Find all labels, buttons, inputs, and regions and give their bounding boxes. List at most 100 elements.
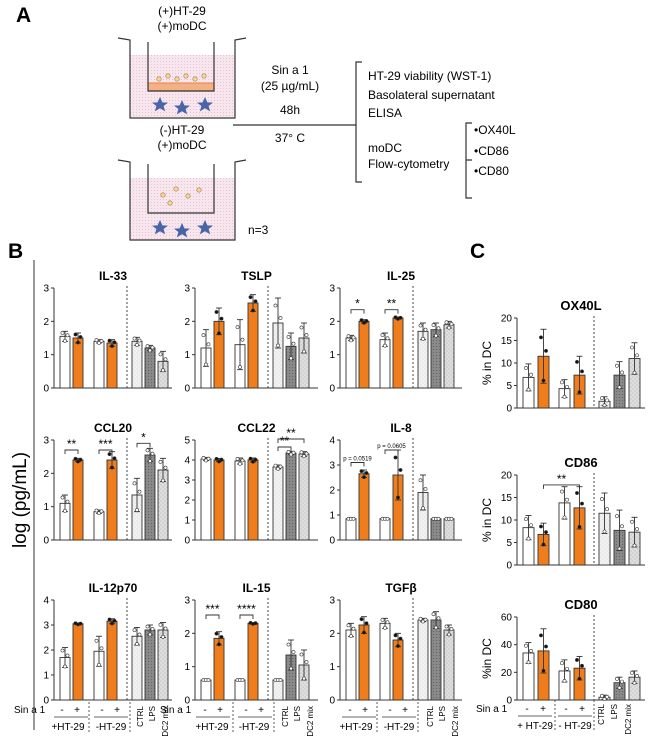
significance-label: * — [355, 297, 360, 311]
panel-c-sin-label: Sin a 1 — [476, 704, 508, 715]
bar — [234, 460, 246, 541]
chart-title: IL-8 — [390, 421, 412, 435]
data-point — [620, 679, 624, 684]
significance-bracket — [205, 614, 220, 619]
modc-stars-top — [152, 97, 213, 115]
data-point — [526, 660, 531, 665]
data-point — [135, 508, 139, 512]
data-point — [364, 319, 369, 323]
panel-c-xlegend: Sin a 1 - + - + + HT-29 - HT-29 CTRL LPS… — [476, 700, 633, 735]
data-point — [544, 348, 548, 353]
data-point — [418, 323, 423, 328]
y-tick-label: 3 — [329, 461, 335, 472]
data-point — [398, 636, 403, 641]
data-point — [562, 394, 567, 399]
data-point — [565, 384, 569, 389]
panel-b3-group-2: -HT-29 — [384, 722, 415, 733]
data-point — [380, 333, 385, 337]
data-point — [575, 658, 579, 662]
y-tick-label: 0 — [329, 536, 335, 547]
data-point — [539, 633, 543, 638]
data-point — [383, 343, 387, 348]
data-point — [112, 618, 117, 623]
data-point — [447, 632, 451, 637]
data-point — [449, 627, 454, 631]
data-point — [204, 458, 208, 463]
panel-b2-dc2-label: DC2 mix — [306, 706, 315, 737]
bar — [272, 466, 284, 541]
data-point — [65, 653, 70, 658]
panel-b3-dc2-label: DC2 mix — [451, 706, 460, 737]
data-point — [602, 697, 607, 702]
data-point — [276, 343, 280, 348]
data-point — [248, 295, 253, 300]
bar — [144, 454, 156, 541]
bar — [144, 629, 156, 701]
chart-title: CD86 — [564, 455, 597, 470]
data-point — [524, 366, 528, 370]
significance-bracket — [98, 449, 113, 454]
panel-b-xlegend-2: Sin a 1 - + - + +HT-29 -HT-29 CTRL LPS D… — [160, 702, 315, 737]
data-point — [251, 308, 255, 313]
panel-c-group-1: + HT-29 — [517, 721, 553, 732]
bottom-well-label-2: (+)moDC — [157, 138, 206, 152]
bar — [93, 511, 105, 541]
bar — [430, 518, 442, 541]
data-point — [423, 487, 428, 491]
significance-bracket — [239, 614, 254, 619]
data-point — [94, 338, 99, 343]
readout-1: HT-29 viability (WST-1) — [368, 69, 491, 83]
y-tick-label: 0 — [184, 384, 190, 395]
chart-OX40L: OX40L 0 5 10 15 20 % in DC — [480, 298, 645, 415]
data-point — [541, 378, 546, 383]
data-point — [364, 471, 369, 475]
data-point — [632, 370, 637, 375]
schematic: (+)HT-29 (+)moDC (-)HT-29 (+)moDC — [117, 4, 516, 241]
chart-title: IL-12p70 — [89, 581, 138, 595]
data-point — [380, 617, 385, 622]
panel-b3-sign-2: + — [362, 705, 368, 716]
data-point — [562, 679, 567, 683]
panel-c-sign-2: + — [540, 704, 546, 715]
data-point — [421, 506, 425, 511]
data-point — [73, 332, 78, 337]
data-point — [385, 516, 390, 521]
data-point — [351, 335, 356, 340]
data-point — [289, 452, 293, 457]
marker-ox40l: •OX40L — [474, 123, 516, 137]
bar — [443, 629, 455, 701]
data-point — [385, 336, 390, 341]
data-point — [635, 674, 639, 678]
data-point — [565, 497, 569, 502]
chart-title: IL-33 — [99, 269, 127, 283]
data-point — [132, 336, 137, 341]
data-point — [94, 508, 99, 513]
data-point — [97, 511, 101, 516]
y-tick-label: 0 — [43, 384, 49, 395]
significance-label: ** — [557, 472, 567, 486]
data-point — [163, 626, 168, 631]
data-point — [150, 345, 155, 350]
data-point — [299, 325, 304, 330]
y-tick-label: 1 — [329, 350, 335, 361]
bar — [93, 340, 105, 389]
bar — [272, 679, 284, 701]
data-point — [110, 344, 114, 348]
data-point — [148, 348, 152, 353]
y-tick-label: 3 — [329, 284, 335, 295]
panel-c-dc2-label: DC2 mix — [624, 704, 633, 735]
data-point — [436, 516, 441, 521]
data-point — [617, 685, 622, 690]
data-point — [630, 670, 634, 675]
y-tick-label: 15 — [501, 493, 513, 504]
data-point — [132, 628, 137, 633]
panel-b2-sign-2: + — [217, 705, 223, 716]
data-point — [302, 454, 306, 459]
star-icon — [174, 100, 190, 115]
data-point — [304, 451, 309, 456]
data-point — [359, 469, 364, 474]
data-point — [431, 612, 436, 617]
data-point — [423, 617, 428, 622]
data-point — [304, 660, 309, 664]
data-point — [286, 449, 291, 454]
